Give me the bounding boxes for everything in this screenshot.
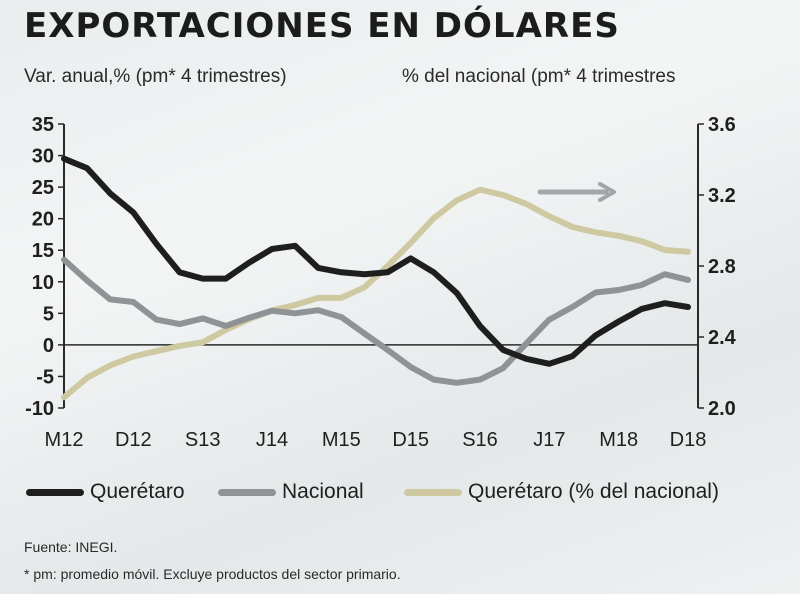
legend-label-nacional: Nacional	[282, 480, 364, 503]
x-tick-label: S16	[462, 429, 498, 451]
right-axis-ticks: 3.6 3.2 2.8 2.4 2.0	[698, 114, 737, 420]
right-tick-label: 2.4	[708, 327, 737, 349]
line-chart: 35 30 25 20 15 10 5 0 -5 -10 3.6 3.2 2.8 2.4 2.0 M12 D…	[25, 114, 737, 451]
left-axis-ticks: 35 30 25 20 15 10 5 0 -5 -10	[25, 114, 64, 420]
left-tick-label: 25	[32, 177, 54, 199]
left-tick-label: 0	[43, 335, 54, 357]
x-tick-label: M12	[45, 429, 84, 451]
axes-group	[63, 124, 699, 408]
left-tick-label: 30	[32, 146, 54, 168]
x-tick-label: D12	[115, 429, 152, 451]
x-tick-label: S13	[185, 429, 221, 451]
right-tick-label: 2.8	[708, 256, 736, 278]
left-tick-label: 20	[32, 209, 54, 231]
x-tick-label: M18	[599, 429, 638, 451]
source-note: Fuente: INEGI.	[24, 539, 118, 555]
arrow-icon	[537, 182, 616, 202]
legend-swatch-queretaro	[26, 488, 84, 496]
legend-item-share: Querétaro (% del nacional)	[404, 480, 719, 504]
series-line-queretaro	[61, 155, 691, 367]
right-tick-label: 3.2	[708, 185, 736, 207]
left-tick-label: 10	[32, 272, 54, 294]
x-tick-label: J17	[533, 429, 565, 451]
right-tick-label: 3.6	[708, 114, 736, 136]
x-tick-label: D15	[392, 429, 429, 451]
left-tick-label: 5	[43, 303, 54, 325]
legend-label-queretaro: Querétaro	[90, 480, 185, 503]
series-line-nacional	[61, 256, 691, 386]
left-tick-label: 15	[32, 240, 54, 262]
legend-item-nacional: Nacional	[218, 480, 364, 504]
left-axis-subtitle: Var. anual,% (pm* 4 trimestres)	[24, 66, 287, 87]
x-tick-label: J14	[256, 429, 288, 451]
left-tick-label: -10	[25, 398, 54, 420]
arrow-head	[598, 182, 616, 202]
series-line-share	[61, 186, 691, 401]
legend-swatch-nacional	[218, 488, 276, 496]
footnote: * pm: promedio móvil. Excluye productos …	[24, 566, 401, 582]
series-lines-group	[61, 155, 691, 401]
right-axis-subtitle: % del nacional (pm* 4 trimestres	[402, 66, 676, 87]
legend-item-queretaro: Querétaro	[26, 480, 185, 504]
legend-swatch-share	[404, 488, 462, 496]
chart-title: EXPORTACIONES EN DÓLARES	[24, 6, 620, 46]
x-tick-label: M15	[322, 429, 361, 451]
right-tick-label: 2.0	[708, 398, 736, 420]
legend-label-share: Querétaro (% del nacional)	[468, 480, 719, 503]
left-tick-label: -5	[36, 366, 54, 388]
left-tick-label: 35	[32, 114, 54, 136]
x-axis-ticks: M12 D12 S13 J14 M15 D15 S16 J17 M18 D18	[45, 429, 707, 451]
x-tick-label: D18	[670, 429, 707, 451]
